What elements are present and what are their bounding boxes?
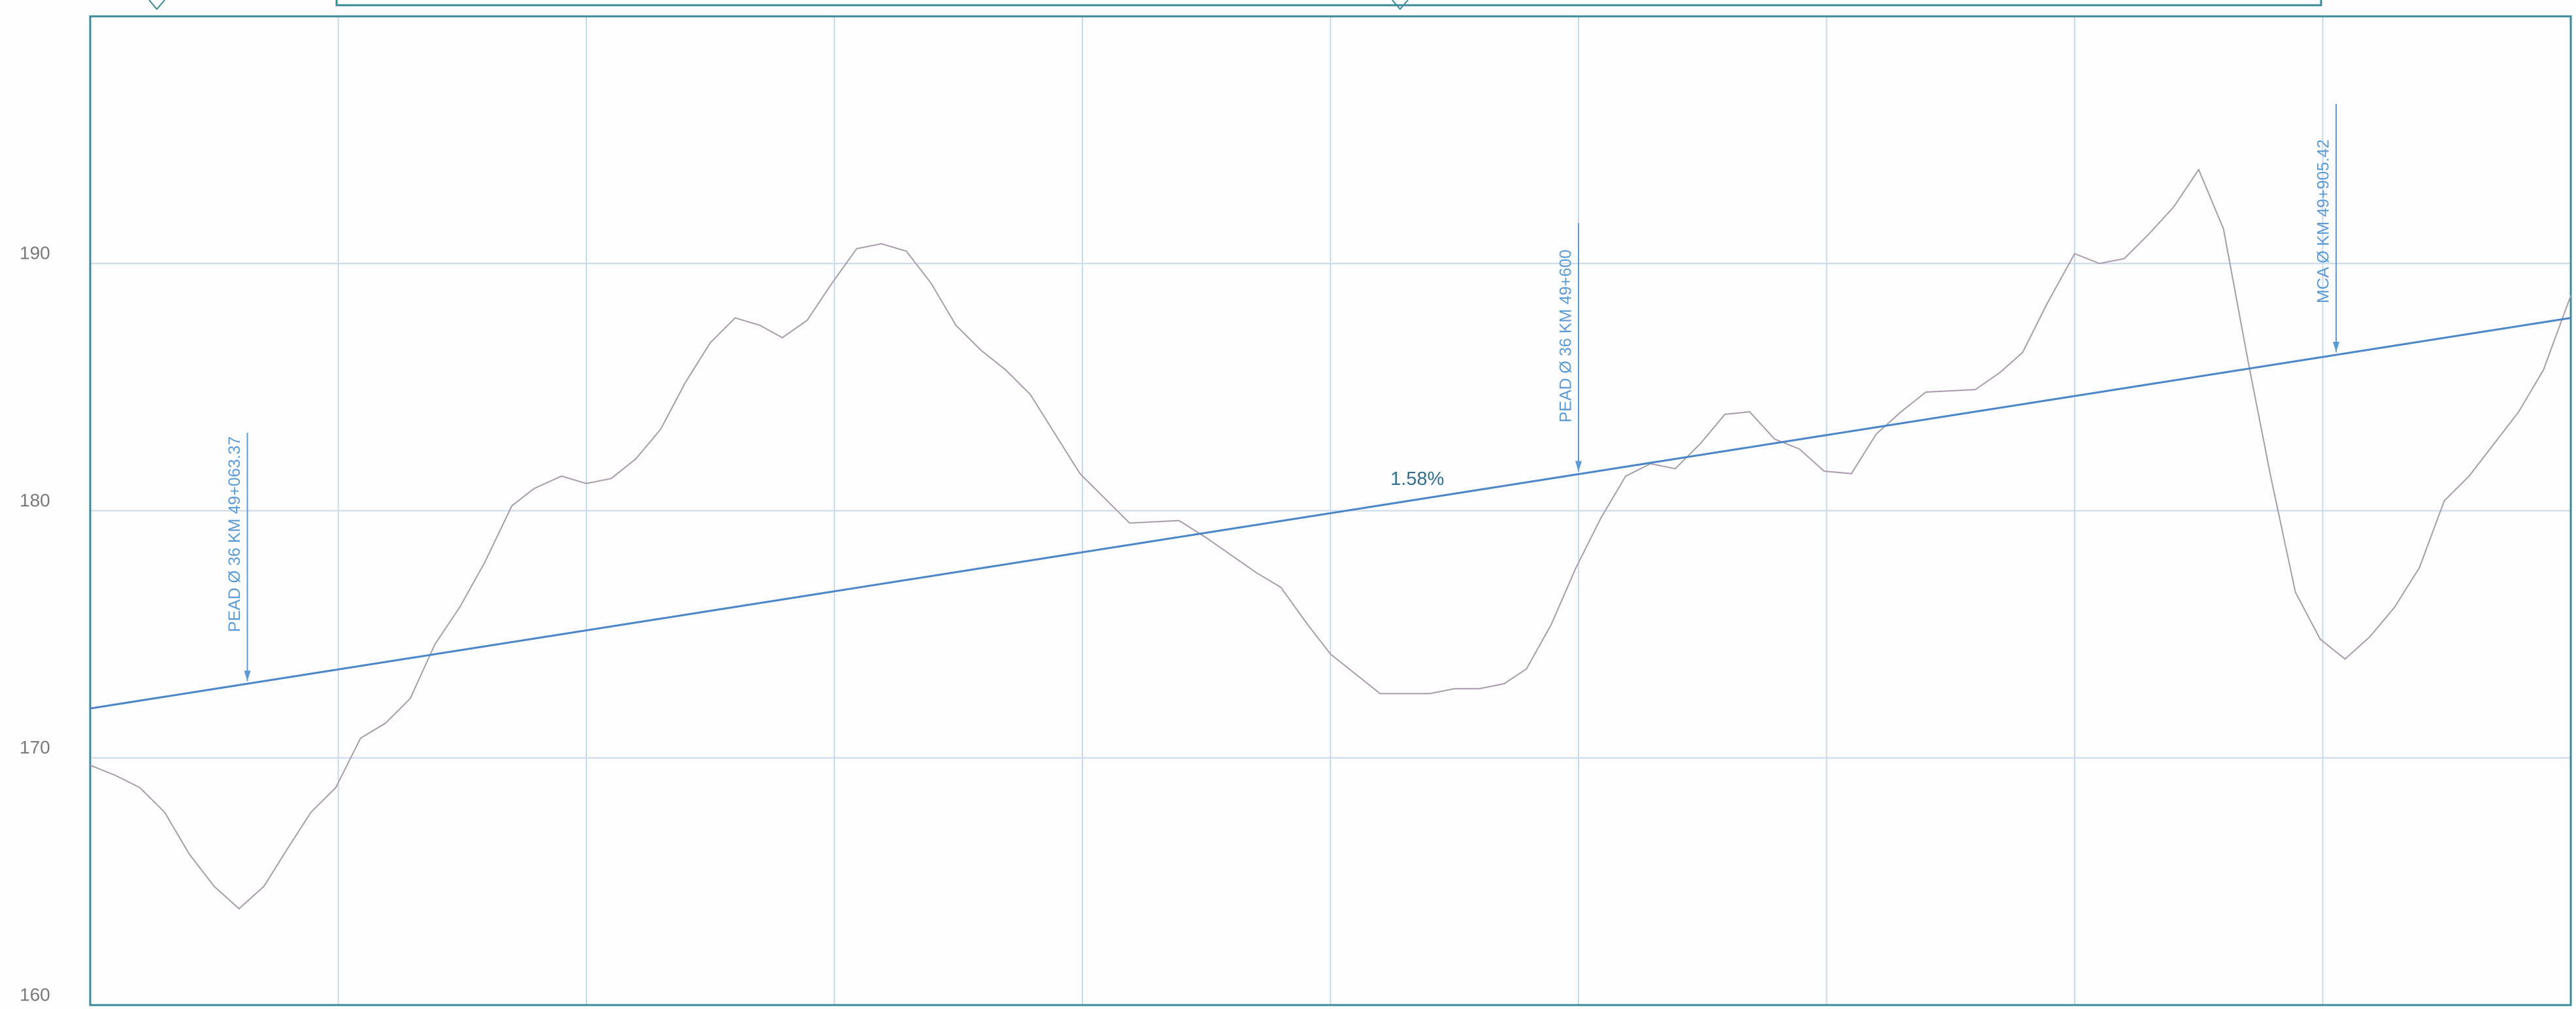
y-tick-label: 190 [20, 243, 50, 263]
terrain-line [90, 168, 2571, 910]
y-tick-label: 170 [20, 737, 50, 757]
header-strip [335, 0, 2322, 7]
annotation-arrow [244, 670, 251, 682]
grade-label: 1.58% [1390, 469, 1444, 489]
y-tick-label: 160 [20, 984, 50, 1004]
annotation-text: PEAD Ø 36 KM 49+063.37 [226, 437, 244, 633]
annotation-text: MCA Ø KM 49+905.42 [2315, 139, 2333, 303]
header-mark [1392, 0, 1409, 10]
annotation-arrow [2333, 341, 2340, 352]
annotation-arrow [1575, 461, 1582, 472]
grade-line [90, 316, 2571, 710]
header-mark [148, 0, 165, 10]
plot-frame [89, 15, 2572, 1006]
y-tick-label: 180 [20, 490, 50, 510]
annotation-text: PEAD Ø 36 KM 49+600 [1557, 250, 1575, 423]
